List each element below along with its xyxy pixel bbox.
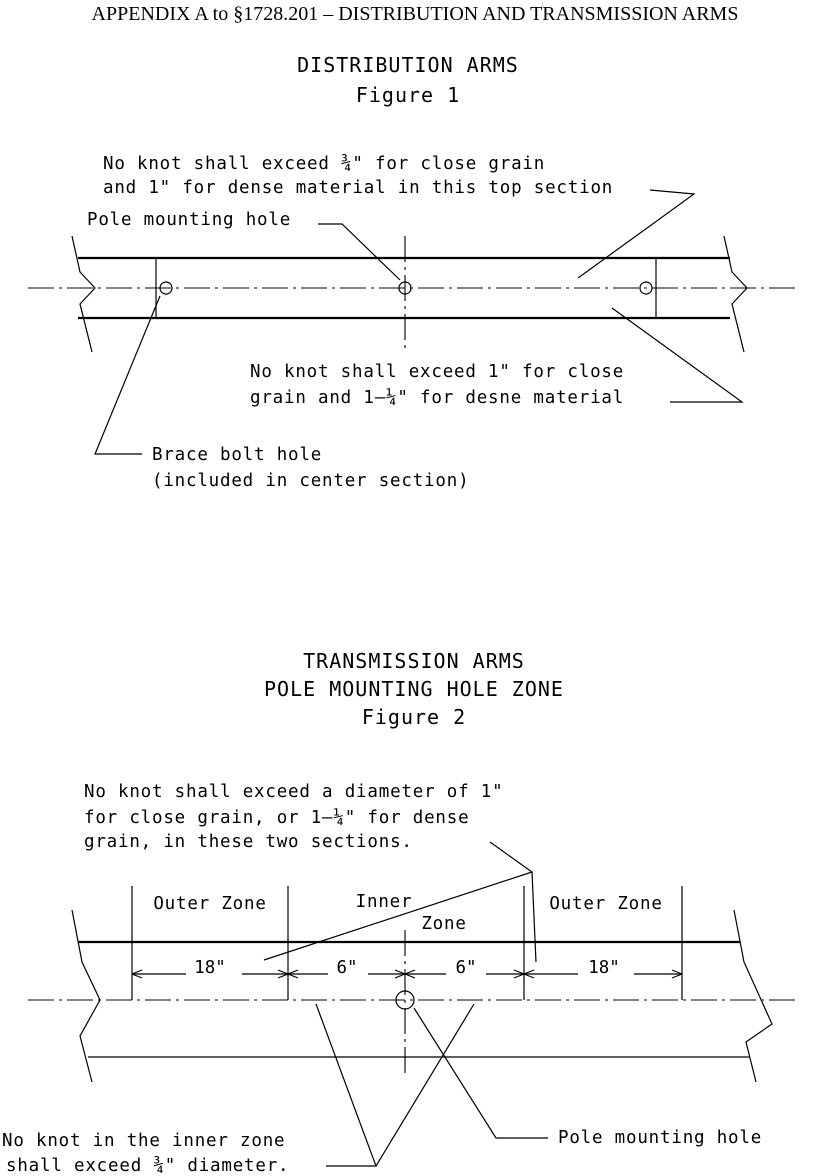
figure-2: TRANSMISSION ARMS POLE MOUNTING HOLE ZON…: [2, 649, 798, 1176]
fig2-top-leader-right: [531, 871, 537, 963]
figure-2-caption: Figure 2: [362, 705, 466, 729]
zone-label-inner-line1: Inner: [356, 892, 413, 912]
fig2-top-note-line1: No knot shall exceed a diameter of 1": [84, 782, 503, 802]
dim-outer-left: 18": [194, 958, 226, 978]
dim-bg-inner-left: [328, 958, 368, 980]
fig1-brace-label-line1: Brace bolt hole: [152, 445, 322, 465]
fig2-inner-note-line2: shall exceed ¾" diameter.: [6, 1156, 289, 1176]
zone-label-outer-right: Outer Zone: [549, 894, 662, 914]
fig2-pole-hole-leader: [413, 1007, 548, 1139]
fig2-top-note-line2: for close grain, or 1–¼" for dense: [84, 808, 469, 828]
fig1-pole-hole-label: Pole mounting hole: [87, 210, 291, 230]
fig1-brace-label-line2: (included in center section): [152, 471, 469, 491]
figure-1-caption: Figure 1: [356, 83, 460, 107]
zone-label-outer-left: Outer Zone: [153, 894, 266, 914]
fig2-inner-note-line1: No knot in the inner zone: [2, 1131, 285, 1151]
dim-inner-right: 6": [455, 958, 476, 978]
zone-label-inner-line2: Zone: [421, 914, 466, 934]
fig1-top-leader: [577, 189, 696, 279]
brace-bolt-hole-right: [639, 281, 653, 295]
page-title: APPENDIX A to §1728.201 – DISTRIBUTION A…: [91, 3, 739, 25]
figure-2-subtitle: POLE MOUNTING HOLE ZONE: [264, 677, 564, 701]
pole-mounting-hole: [398, 281, 412, 295]
fig1-top-note-line2: and 1" for dense material in this top se…: [103, 178, 613, 198]
fig1-center-leader: [611, 307, 744, 403]
brace-bolt-hole-left: [159, 281, 173, 295]
fig1-center-note-line1: No knot shall exceed 1" for close: [250, 362, 624, 382]
fig1-center-note-line2: grain and 1–¼" for desne material: [250, 388, 624, 408]
fig1-pole-hole-leader: [318, 223, 401, 281]
fig2-inner-leader-right: [375, 1003, 475, 1167]
fig2-inner-leader-left: [315, 1003, 377, 1167]
dim-inner-left: 6": [336, 958, 357, 978]
figure-1: DISTRIBUTION ARMS Figure 1 No knot shall…: [28, 53, 798, 491]
dim-outer-right: 18": [588, 958, 620, 978]
break-line-right: [723, 235, 748, 353]
break-line-left: [71, 235, 96, 353]
fig2-pole-hole-label: Pole mounting hole: [558, 1128, 762, 1148]
dim-bg-inner-right: [446, 958, 486, 980]
fig2-pole-mounting-hole: [395, 990, 415, 1010]
fig2-top-note-line3: grain, in these two sections.: [84, 832, 413, 852]
fig1-brace-leader: [94, 295, 161, 455]
dim-bg-outer-left: [186, 958, 242, 980]
dim-bg-outer-right: [578, 958, 634, 980]
figure-2-title: TRANSMISSION ARMS: [303, 649, 525, 673]
fig1-top-note-line1: No knot shall exceed ¾" for close grain: [103, 154, 545, 174]
dimension-arrows: [131, 969, 683, 979]
fig2-break-line-left: [71, 909, 101, 1083]
figure-1-title: DISTRIBUTION ARMS: [297, 53, 519, 77]
fig2-break-line-right: [733, 909, 773, 1083]
